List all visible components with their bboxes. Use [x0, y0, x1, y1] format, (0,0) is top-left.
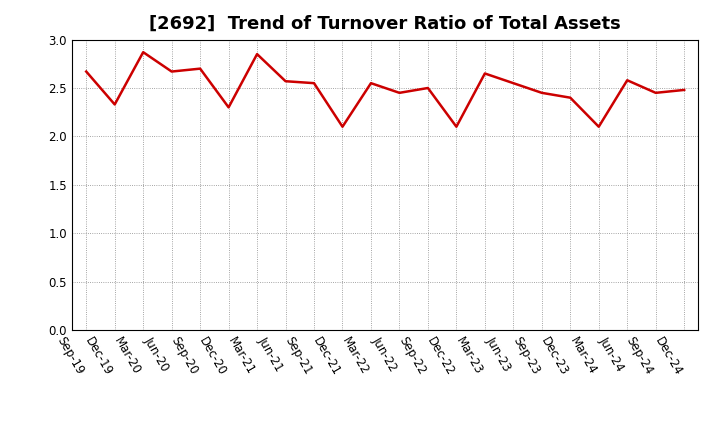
- Title: [2692]  Trend of Turnover Ratio of Total Assets: [2692] Trend of Turnover Ratio of Total …: [149, 15, 621, 33]
